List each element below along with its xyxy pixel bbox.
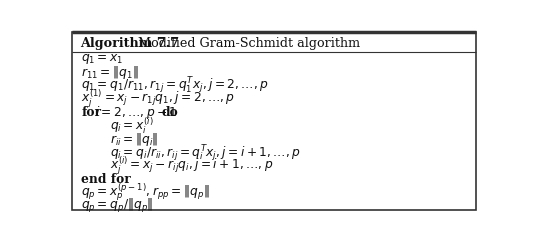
Text: $q_i = x_i^{(i)}$: $q_i = x_i^{(i)}$ — [110, 116, 154, 136]
Text: for: for — [81, 106, 101, 119]
Text: Modified Gram-Schmidt algorithm: Modified Gram-Schmidt algorithm — [134, 37, 360, 50]
Text: $r_{11} = \|q_1\|$: $r_{11} = \|q_1\|$ — [81, 64, 139, 81]
Text: $q_1 = x_1$: $q_1 = x_1$ — [81, 52, 124, 66]
Text: Algorithm 7.7: Algorithm 7.7 — [80, 37, 179, 50]
Text: do: do — [161, 106, 178, 119]
FancyBboxPatch shape — [72, 32, 476, 210]
Text: $q_i = q_i/r_{ii}, r_{ij} = q_i^T x_j, j = i+1,\ldots,p$: $q_i = q_i/r_{ii}, r_{ij} = q_i^T x_j, j… — [110, 142, 301, 163]
Text: $x_j^{(1)} = x_j - r_{1j}q_1, j = 2,\ldots,p$: $x_j^{(1)} = x_j - r_{1j}q_1, j = 2,\ldo… — [81, 88, 235, 110]
Text: end for: end for — [81, 173, 131, 186]
Text: $r_{ii} = \|q_i\|$: $r_{ii} = \|q_i\|$ — [110, 131, 159, 148]
Text: $i = 2,\ldots,p-1$: $i = 2,\ldots,p-1$ — [95, 104, 178, 121]
Text: $q_p = q_p/\|q_p\|$: $q_p = q_p/\|q_p\|$ — [81, 197, 154, 215]
Text: $x_j^{(i)} = x_j - r_{ij}q_i, j = i+1,\ldots,p$: $x_j^{(i)} = x_j - r_{ij}q_i, j = i+1,\l… — [110, 155, 273, 177]
Text: $q_1 = q_1/r_{11}, r_{1j} = q_1^T x_j, j = 2,\ldots,p$: $q_1 = q_1/r_{11}, r_{1j} = q_1^T x_j, j… — [81, 75, 269, 96]
Text: $q_p = x_p^{(p-1)}, r_{pp} = \|q_p\|$: $q_p = x_p^{(p-1)}, r_{pp} = \|q_p\|$ — [81, 182, 210, 203]
